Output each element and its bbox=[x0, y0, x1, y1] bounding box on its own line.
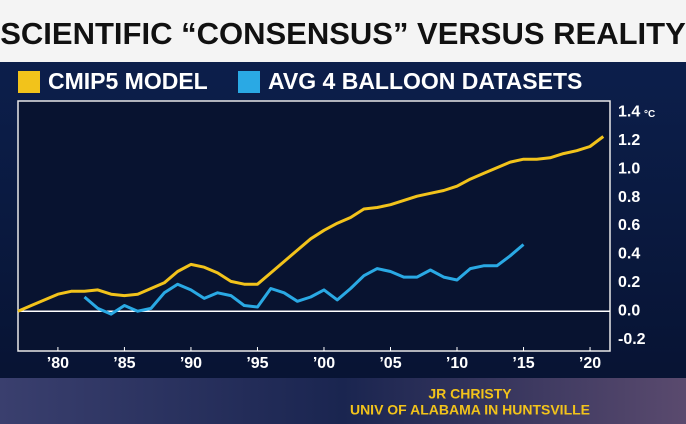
x-tick-label: ’05 bbox=[379, 355, 401, 372]
y-tick-label: 0.4 bbox=[618, 246, 640, 263]
x-tick-label: ’95 bbox=[246, 355, 268, 372]
series-line bbox=[17, 135, 605, 313]
x-tick-label: ’00 bbox=[313, 355, 335, 372]
y-tick-label: 1.0 bbox=[618, 160, 640, 177]
y-tick-label: 0.0 bbox=[618, 302, 640, 319]
legend-swatch bbox=[18, 71, 40, 93]
x-tick-label: ’80 bbox=[47, 355, 69, 372]
x-tick-label: ’90 bbox=[180, 355, 202, 372]
legend-swatch bbox=[238, 71, 260, 93]
x-tick-label: ’10 bbox=[446, 355, 468, 372]
y-tick-label: -0.2 bbox=[618, 331, 646, 348]
footer bbox=[0, 378, 686, 424]
chart-title: SCIENTIFIC “CONSENSUS” VERSUS REALITY bbox=[0, 16, 686, 51]
x-tick-label: ’15 bbox=[512, 355, 534, 372]
y-tick-label: 1.2 bbox=[618, 132, 640, 149]
source-line: JR CHRISTY bbox=[428, 386, 512, 402]
legend-label: CMIP5 MODEL bbox=[48, 68, 208, 94]
y-tick-label: 0.8 bbox=[618, 189, 640, 206]
y-tick-label: 0.6 bbox=[618, 217, 640, 234]
y-tick-label: 0.2 bbox=[618, 274, 640, 291]
x-tick-label: ’20 bbox=[579, 355, 601, 372]
legend-label: AVG 4 BALLOON DATASETS bbox=[268, 68, 582, 94]
title-bar bbox=[0, 0, 686, 62]
y-unit: °C bbox=[644, 109, 655, 120]
source-line: UNIV OF ALABAMA IN HUNTSVILLE bbox=[350, 402, 590, 418]
x-tick-label: ’85 bbox=[113, 355, 135, 372]
y-tick-label: 1.4 bbox=[618, 104, 640, 121]
series-line bbox=[83, 243, 525, 316]
